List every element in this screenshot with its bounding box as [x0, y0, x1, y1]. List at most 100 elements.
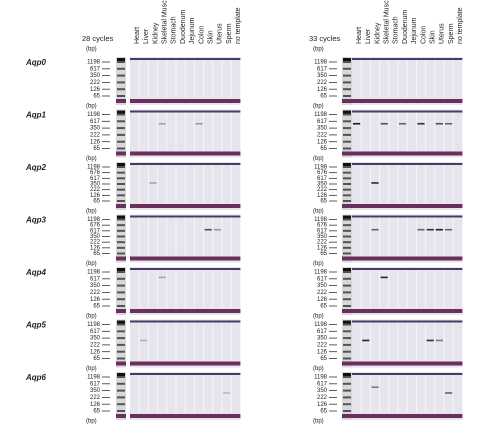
dye-front: [352, 414, 463, 418]
sample-band: [158, 122, 166, 125]
well-line: [130, 110, 241, 113]
ladder-band: [343, 133, 351, 136]
dye-front-ladder: [116, 309, 126, 313]
ladder-band: [343, 110, 351, 114]
ladder-band: [117, 81, 125, 84]
well-line: [130, 373, 241, 375]
ladder-band: [117, 171, 125, 174]
marker-label: 222: [90, 342, 101, 348]
lane-label: Uterus: [439, 23, 446, 44]
ladder-band: [117, 389, 125, 392]
sample-band: [380, 276, 388, 279]
ladder-band: [117, 200, 125, 202]
ladder-lane: [342, 372, 352, 420]
marker-label: 65: [93, 304, 100, 310]
cycles-label: 28 cycles: [82, 34, 114, 43]
marker-label: 1198: [87, 375, 101, 381]
marker-label: 1198: [314, 165, 328, 171]
ladder-band: [117, 67, 125, 70]
lane-label: Stomach: [171, 16, 178, 44]
ladder-band: [117, 183, 125, 185]
dye-front-ladder: [116, 151, 126, 156]
well-line: [352, 110, 463, 113]
dye-front-ladder: [116, 414, 126, 418]
lane-label: Duodenum: [180, 10, 187, 44]
ladder-band: [117, 58, 125, 61]
marker-label: 676: [317, 223, 328, 229]
marker-label: 350: [317, 388, 328, 394]
marker-label: 350: [317, 182, 328, 188]
gene-label: Aqp3: [25, 216, 47, 225]
lane-label: Colon: [420, 26, 427, 44]
ladder-band: [117, 284, 125, 287]
sample-band: [445, 228, 453, 231]
marker-label: 222: [90, 395, 101, 401]
ladder-band: [343, 373, 351, 376]
ladder-band: [117, 343, 125, 346]
ladder-band: [117, 147, 125, 150]
unit-label: (bp): [86, 47, 97, 53]
marker-label: 65: [93, 251, 100, 257]
well-line: [130, 215, 241, 218]
ladder-band: [117, 271, 125, 273]
ladder-band: [117, 357, 125, 360]
ladder-band: [117, 113, 125, 116]
lane-label: Kidney: [374, 22, 381, 44]
unit-label: (bp): [313, 419, 324, 425]
ladder-lane: [342, 267, 352, 315]
sample-band: [445, 392, 453, 394]
sample-band: [371, 182, 379, 184]
ladder-band: [343, 403, 351, 406]
ladder-band: [117, 382, 125, 385]
marker-label: 126: [90, 245, 101, 251]
ladder-lane: [342, 214, 352, 263]
sample-band: [435, 339, 443, 342]
ladder-band: [343, 410, 351, 412]
marker-label: 222: [317, 240, 328, 246]
unit-label: (bp): [313, 209, 324, 215]
ladder-band: [343, 177, 351, 180]
ladder-lane: [342, 162, 352, 210]
ladder-band: [117, 218, 125, 221]
marker-label: 126: [317, 87, 328, 93]
marker-label: 126: [317, 349, 328, 355]
ladder-band: [117, 350, 125, 353]
lane-label: Kidney: [152, 22, 159, 44]
marker-label: 617: [90, 176, 101, 182]
ladder-band: [117, 224, 125, 227]
marker-label: 350: [90, 336, 101, 342]
ladder-band: [343, 194, 351, 197]
ladder-band: [117, 120, 125, 123]
marker-label: 350: [317, 283, 328, 289]
unit-label: (bp): [86, 419, 97, 425]
ladder-band: [343, 200, 351, 202]
unit-label: (bp): [86, 104, 97, 110]
unit-label: (bp): [313, 366, 324, 372]
dye-front-ladder: [342, 99, 352, 103]
marker-label: 350: [90, 388, 101, 394]
marker-label: 676: [90, 223, 101, 229]
marker-label: 617: [90, 381, 101, 387]
sample-band: [435, 122, 443, 125]
sample-band: [223, 392, 231, 394]
ladder-band: [343, 188, 351, 191]
lane-label: Skin: [430, 30, 437, 44]
marker-label: 1198: [314, 112, 328, 118]
ladder-band: [117, 163, 125, 166]
marker-label: 1198: [314, 60, 328, 66]
lane-label: no template: [457, 7, 464, 44]
dye-front-ladder: [342, 361, 352, 366]
ladder-band: [117, 140, 125, 143]
ladder-band: [343, 323, 351, 326]
dye-front: [130, 204, 241, 208]
ladder-band: [343, 229, 351, 232]
ladder-band: [343, 218, 351, 221]
sample-band: [435, 228, 443, 231]
ladder-band: [117, 337, 125, 340]
ladder-lane: [116, 109, 126, 158]
ladder-band: [343, 376, 351, 378]
marker-label: 222: [317, 80, 328, 86]
lane-label: Sperm: [226, 23, 233, 44]
dye-front-ladder: [342, 204, 352, 208]
marker-label: 1198: [87, 217, 101, 223]
